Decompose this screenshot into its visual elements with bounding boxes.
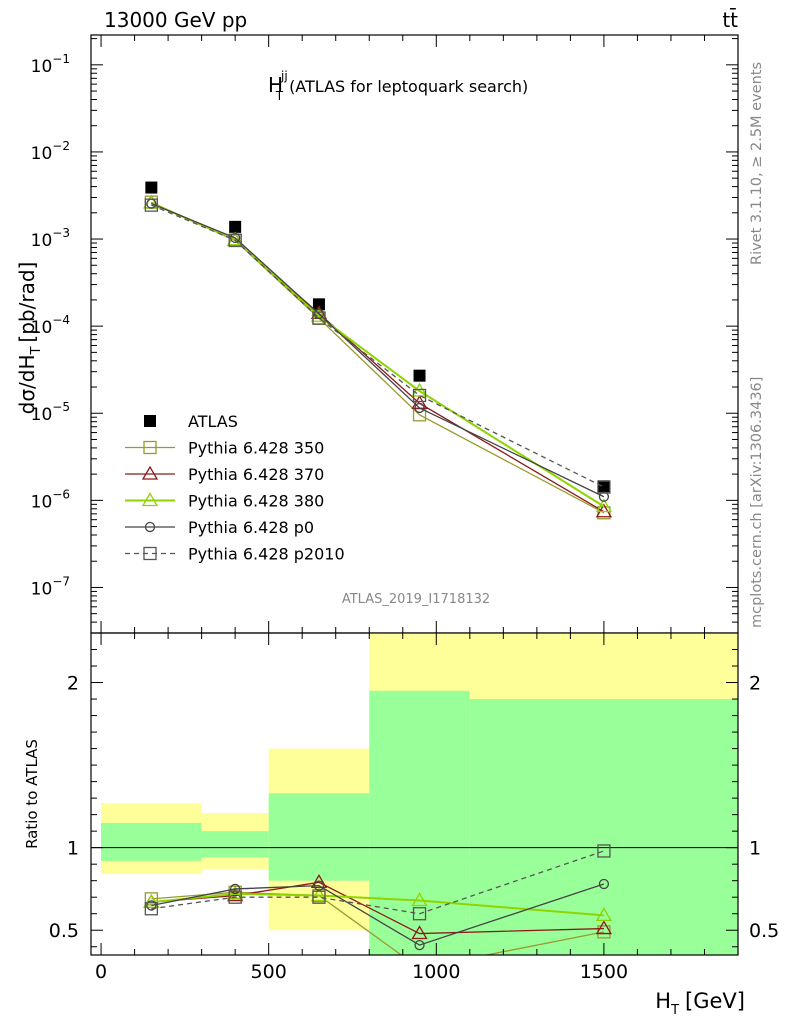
- legend-marker: [143, 546, 157, 561]
- ratio-point: [144, 902, 158, 916]
- y-tick-label: 10−6: [31, 487, 70, 512]
- legend-marker: [144, 415, 156, 427]
- ratio-point: [414, 939, 425, 951]
- ratio-series-4: [144, 844, 611, 921]
- uncertainty-band-green: [201, 831, 269, 858]
- legend-label: Pythia 6.428 p0: [188, 518, 314, 537]
- data-point: [414, 402, 425, 414]
- x-tick-label: 500: [251, 961, 287, 983]
- y-tick-label: 10−2: [31, 139, 70, 164]
- data-point: [412, 388, 427, 403]
- ratio-point: [228, 890, 242, 904]
- ratio-line: [151, 850, 605, 915]
- ratio-line: [151, 892, 604, 917]
- series-5: [144, 198, 611, 494]
- watermark: ATLAS_2019_I1718132: [342, 592, 490, 607]
- ratio-point: [310, 887, 328, 902]
- series-line: [150, 201, 605, 508]
- ratio-point: [598, 878, 610, 890]
- y-tick-label: 10−1: [31, 52, 70, 77]
- data-point: [595, 498, 613, 513]
- ratio-series-3: [146, 878, 610, 951]
- x-tick-label: 1500: [580, 961, 628, 983]
- ratio-point: [143, 893, 160, 908]
- data-point: [312, 298, 325, 311]
- data-point: [145, 181, 158, 194]
- uncertainty-band-green: [268, 793, 370, 881]
- y-tick-label: 10−4: [31, 313, 70, 338]
- ratio-y-tick-label: 2: [67, 673, 79, 695]
- data-point: [227, 231, 244, 246]
- ratio-y-tick-label-right: 0.5: [749, 920, 779, 942]
- ratio-point: [312, 890, 326, 904]
- main-title: Hjj T (ATLAS for leptoquark search): [268, 69, 528, 103]
- y-tick-label: 10−7: [31, 574, 70, 599]
- ratio-y-tick-label: 1: [67, 838, 79, 860]
- legend: ATLAS Pythia 6.428 350 Pythia 6.428 370 Pyt…: [125, 412, 345, 564]
- ratio-panel: 0.5 0.5 1 1 2 2 0 500 1000 1500 Ratio to ATLAS HT…: [23, 632, 779, 1018]
- ratio-point: [412, 907, 427, 921]
- ratio-point: [597, 844, 611, 858]
- legend-marker: [144, 521, 156, 533]
- ratio-ylabel: Ratio to ATLAS: [23, 739, 41, 849]
- data-point: [413, 369, 426, 382]
- ratio-series-2: [143, 885, 613, 922]
- data-point: [597, 480, 611, 494]
- x-tick-label: 1000: [412, 961, 460, 983]
- ratio-point: [146, 900, 157, 911]
- main-frame: [90, 34, 739, 634]
- x-tick-label: 0: [95, 961, 107, 983]
- ratio-point: [595, 907, 613, 922]
- ratio-point: [227, 885, 244, 900]
- uncertainty-band-green: [469, 699, 738, 955]
- data-point: [312, 311, 326, 325]
- ratio-line: [151, 883, 605, 946]
- legend-marker: [143, 440, 157, 455]
- x-axis-label: HT [GeV]: [655, 989, 745, 1018]
- ratio-y-tick-label: 0.5: [49, 920, 79, 942]
- main-panel: 10−110−210−310−410−510−610−7 Hjj T (ATLAS …: [15, 34, 739, 634]
- uncertainty-band-green: [101, 822, 202, 861]
- data-point: [229, 220, 242, 233]
- ratio-line: [151, 881, 604, 935]
- data-point: [595, 503, 613, 518]
- ratio-point: [230, 883, 241, 895]
- rivet-label: Rivet 3.1.10, ≥ 2.5M events: [749, 62, 765, 265]
- y-tick-label: 10−3: [31, 226, 70, 251]
- legend-label: Pythia 6.428 p2010: [188, 545, 345, 564]
- legend-marker: [141, 465, 159, 480]
- ratio-point: [411, 892, 428, 907]
- legend-label: ATLAS: [188, 412, 238, 431]
- series-0: [145, 181, 610, 493]
- ratio-point: [313, 880, 325, 891]
- series-line: [151, 203, 605, 498]
- energy-label: 13000 GeV pp: [104, 8, 247, 32]
- data-point: [228, 233, 242, 247]
- legend-marker: [141, 492, 159, 507]
- ratio-y-tick-label-right: 2: [749, 673, 761, 695]
- data-point: [598, 491, 610, 502]
- series-line: [151, 204, 605, 488]
- ratio-frame: [90, 632, 739, 956]
- ratio-point: [411, 925, 428, 940]
- main-ylabel: dσ/dHT[pb/rad]: [15, 262, 44, 415]
- data-point: [597, 480, 610, 493]
- data-point: [597, 506, 611, 520]
- data-point: [144, 198, 158, 212]
- process-label: tt̄: [722, 7, 738, 32]
- uncertainty-band-green: [369, 690, 470, 955]
- legend-label: Pythia 6.428 350: [188, 439, 324, 458]
- legend-label: Pythia 6.428 370: [188, 465, 324, 484]
- mcplots-label: mcplots.cern.ch [arXiv:1306.3436]: [749, 377, 765, 628]
- ratio-point: [595, 920, 613, 935]
- ratio-y-tick-label-right: 1: [749, 838, 761, 860]
- legend-label: Pythia 6.428 380: [188, 492, 324, 511]
